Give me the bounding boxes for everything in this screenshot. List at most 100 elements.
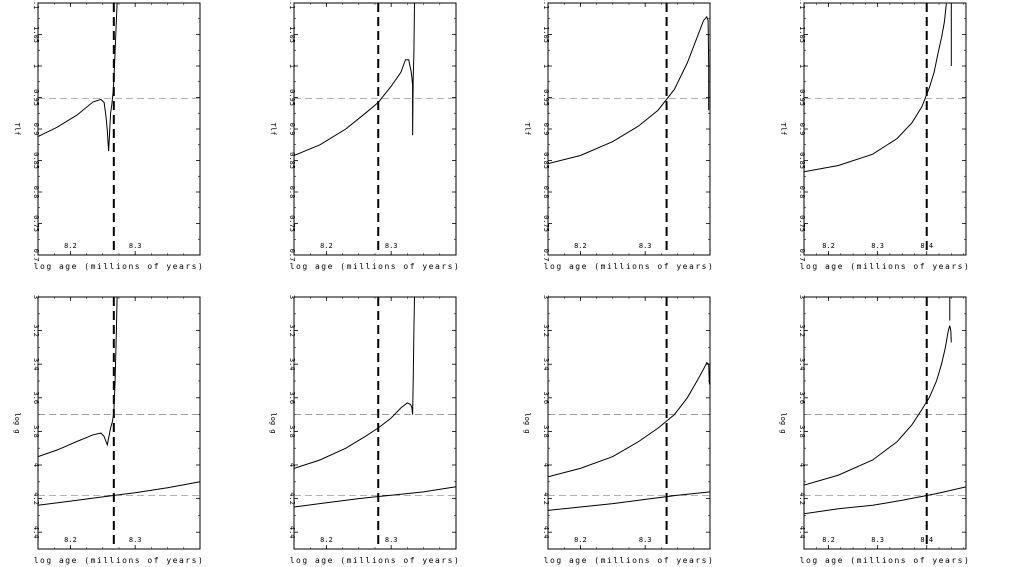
plot-frame <box>547 296 711 550</box>
x-axis-label: log age (millions of years) <box>34 556 205 565</box>
y-axis-label: log g <box>779 412 787 433</box>
series-line-1 <box>804 3 947 173</box>
y-tick-label: 3 <box>798 295 806 299</box>
x-tick-label: 8.2 <box>320 536 333 544</box>
panel-top-1: 0.7 0.75 0.8 0.85 0.9 0.95 1 1.05 1.1 8.2 8.3 log a… <box>13 0 205 271</box>
y-tick-label: 1 <box>288 64 296 68</box>
series-line-1 <box>294 297 415 469</box>
x-tick-label: 8.3 <box>385 536 398 544</box>
y-tick-label: 3.4 <box>542 358 550 371</box>
y-tick-label: 1.05 <box>542 26 550 43</box>
panel-top-2: 0.7 0.75 0.8 0.85 0.9 0.95 1 1.05 1.1 8.2 8.3 log a… <box>269 0 461 271</box>
y-tick-label: 3.8 <box>542 425 550 438</box>
y-tick-label: 3.4 <box>798 358 806 371</box>
y-tick-label: 4 <box>32 463 40 467</box>
y-axis-label: Tlf <box>13 123 21 136</box>
y-tick-label: 3.2 <box>542 324 550 337</box>
plot-frame <box>803 2 967 256</box>
x-tick-label: 8.3 <box>129 242 142 250</box>
y-tick-label: 4.2 <box>288 492 296 505</box>
y-tick-label: 3.2 <box>288 324 296 337</box>
panel-top-3: 0.7 0.75 0.8 0.85 0.9 0.95 1 1.05 1.1 8.2 8.3 log a… <box>523 0 713 271</box>
y-tick-label: 4.4 <box>542 526 550 539</box>
y-axis-label: Tlf <box>779 123 787 136</box>
y-tick-label: 0.8 <box>32 186 40 199</box>
y-tick-label: 0.85 <box>288 152 296 169</box>
y-tick-label: 0.8 <box>798 186 806 199</box>
y-tick-label: 1 <box>798 64 806 68</box>
y-tick-label: 0.7 <box>798 249 806 262</box>
y-tick-label: 3.2 <box>798 324 806 337</box>
y-tick-label: 4.2 <box>798 492 806 505</box>
y-tick-label: 1.05 <box>798 26 806 43</box>
y-tick-label: 3 <box>542 295 550 299</box>
y-tick-label: 3 <box>288 295 296 299</box>
series-line-1 <box>548 15 710 165</box>
x-axis-label: log age (millions of years) <box>800 556 971 565</box>
y-tick-label: 3.8 <box>32 425 40 438</box>
y-tick-label: 1.05 <box>288 26 296 43</box>
y-axis-label: Tlf <box>523 123 531 136</box>
y-tick-label: 0.8 <box>542 186 550 199</box>
panel-bottom-4: 33.23.43.63.844.24.48.28.38.4log age (mi… <box>779 295 971 565</box>
y-tick-label: 0.75 <box>32 215 40 232</box>
series-line-1 <box>38 3 118 152</box>
x-tick-label: 8.3 <box>129 536 142 544</box>
y-tick-label: 3.6 <box>288 391 296 404</box>
plot-frame <box>37 2 201 256</box>
y-tick-label: 3.2 <box>32 324 40 337</box>
plot-frame <box>547 2 711 256</box>
series-line-1 <box>38 297 118 458</box>
y-tick-label: 4 <box>798 463 806 467</box>
x-tick-label: 8.3 <box>639 536 652 544</box>
y-tick-label: 0.85 <box>798 152 806 169</box>
x-tick-label: 8.3 <box>639 242 652 250</box>
y-tick-label: 0.75 <box>542 215 550 232</box>
y-tick-label: 0.7 <box>542 249 550 262</box>
y-tick-label: 4.4 <box>32 526 40 539</box>
series-line-3 <box>804 486 966 515</box>
y-tick-label: 1.05 <box>32 26 40 43</box>
y-tick-label: 3.6 <box>542 391 550 404</box>
series-line-1 <box>804 325 952 486</box>
x-tick-label: 8.3 <box>871 242 884 250</box>
y-tick-label: 3 <box>32 295 40 299</box>
x-axis-label: log age (millions of years) <box>290 262 461 271</box>
y-tick-label: 0.9 <box>32 123 40 136</box>
panel-top-4: 0.70.750.80.850.90.9511.051.18.28.38.4lo… <box>779 0 971 271</box>
y-tick-label: 1 <box>542 64 550 68</box>
y-axis-label: log g <box>13 412 21 433</box>
plot-frame <box>293 296 457 550</box>
y-tick-label: 3.8 <box>798 425 806 438</box>
y-tick-label: 3.8 <box>288 425 296 438</box>
y-tick-label: 0.8 <box>288 186 296 199</box>
y-tick-label: 0.9 <box>798 123 806 136</box>
x-axis-label: log age (millions of years) <box>800 262 971 271</box>
x-axis-label: log age (millions of years) <box>290 556 461 565</box>
y-tick-label: 1.1 <box>32 0 40 9</box>
y-tick-label: 3.4 <box>288 358 296 371</box>
x-axis-label: log age (millions of years) <box>34 262 205 271</box>
y-tick-label: 0.9 <box>542 123 550 136</box>
y-tick-label: 0.95 <box>798 89 806 106</box>
panel-bottom-1: 3 3.2 3.4 3.6 3.8 4 4.2 4.4 8.2 8.3 log age (milli… <box>13 295 205 565</box>
y-tick-label: 1 <box>32 64 40 68</box>
x-tick-label: 8.2 <box>822 536 835 544</box>
y-axis-label: log g <box>269 412 277 433</box>
y-tick-label: 0.75 <box>288 215 296 232</box>
plot-frame <box>803 296 967 550</box>
y-tick-label: 4.2 <box>542 492 550 505</box>
x-tick-label: 8.3 <box>385 242 398 250</box>
y-tick-label: 0.7 <box>32 249 40 262</box>
plot-frame <box>293 2 457 256</box>
series-line-2 <box>38 481 200 506</box>
y-tick-label: 0.95 <box>32 89 40 106</box>
y-tick-label: 0.95 <box>288 89 296 106</box>
y-tick-label: 0.85 <box>542 152 550 169</box>
x-tick-label: 8.2 <box>574 536 587 544</box>
y-tick-label: 4.2 <box>32 492 40 505</box>
panel-bottom-3: 3 3.2 3.4 3.6 3.8 4 4.2 4.4 8.2 8.3 log age (milli… <box>523 295 713 565</box>
y-tick-label: 0.75 <box>798 215 806 232</box>
y-tick-label: 1.1 <box>542 0 550 9</box>
